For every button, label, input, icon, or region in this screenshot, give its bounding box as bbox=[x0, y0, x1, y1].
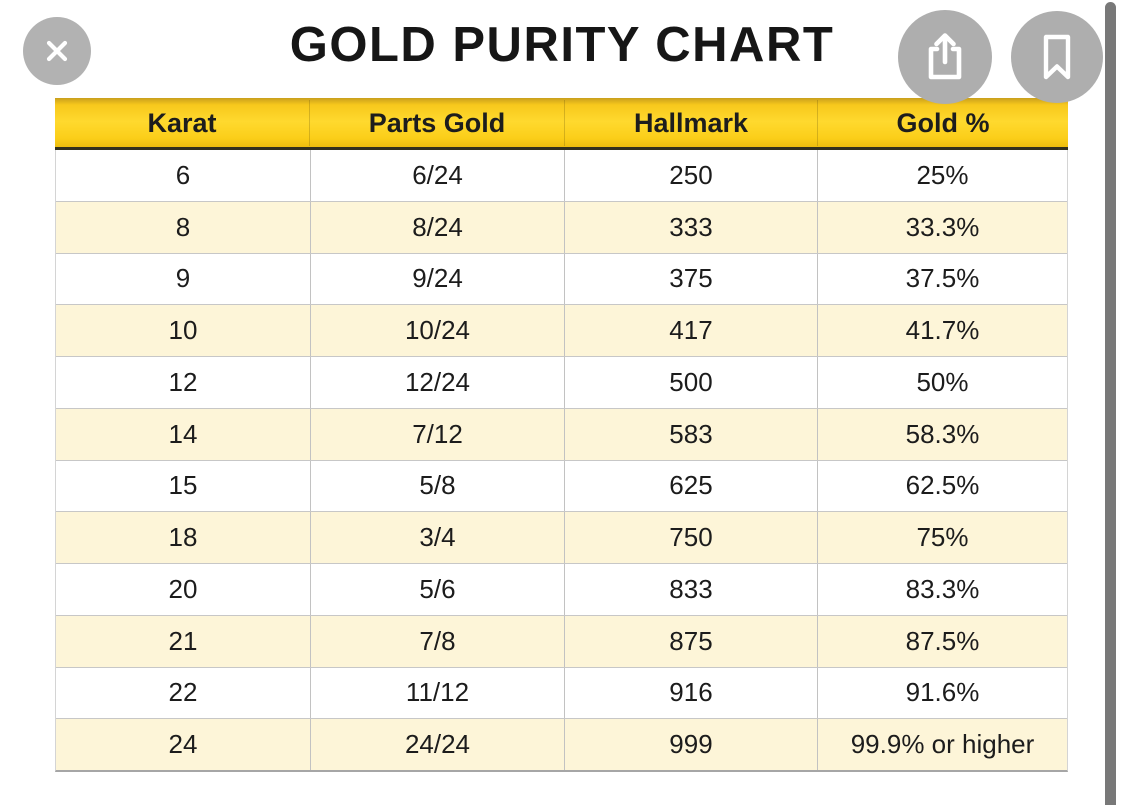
table-cell: 37.5% bbox=[905, 263, 980, 294]
table-cell: 875 bbox=[565, 615, 818, 667]
table-cell: 87.5% bbox=[905, 625, 980, 656]
table-cell: 7/8 bbox=[311, 615, 565, 667]
table-cell: 12/24 bbox=[311, 357, 565, 408]
table-cell: 999 bbox=[565, 719, 818, 770]
table-cell: 15 bbox=[56, 460, 311, 512]
table-cell: 833 bbox=[565, 564, 818, 615]
share-icon bbox=[919, 29, 971, 85]
table-row: 18 3/4 750 75% bbox=[56, 512, 1067, 564]
table-cell: 24 bbox=[56, 719, 311, 770]
table-cell: 7/12 bbox=[311, 408, 565, 460]
table-cell: 50% bbox=[916, 366, 969, 397]
table-cell: 5/8 bbox=[311, 460, 565, 512]
table-cell: 10/24 bbox=[311, 305, 565, 356]
table-cell: 583 bbox=[565, 408, 818, 460]
table-cell: 14 bbox=[56, 408, 311, 460]
table-cell: 91.6% bbox=[905, 677, 980, 708]
column-header-hallmark: Hallmark bbox=[565, 99, 818, 146]
table-row: 14 7/12 583 58.3% bbox=[56, 408, 1067, 461]
table-cell: 500 bbox=[565, 357, 818, 408]
table-cell: 11/12 bbox=[311, 667, 565, 719]
table-cell: 333 bbox=[565, 201, 818, 253]
table-cell: 75% bbox=[916, 522, 969, 553]
column-header-parts-gold: Parts Gold bbox=[310, 99, 565, 146]
table-cell: 9/24 bbox=[311, 253, 565, 305]
table-cell: 3/4 bbox=[311, 512, 565, 563]
table-cell: 417 bbox=[565, 305, 818, 356]
table-cell: 33.3% bbox=[905, 211, 980, 242]
table-cell: 20 bbox=[56, 564, 311, 615]
table-cell: 22 bbox=[56, 667, 311, 719]
table-cell: 6/24 bbox=[311, 150, 565, 201]
table-row: 15 5/8 625 62.5% bbox=[56, 460, 1067, 513]
close-icon bbox=[38, 32, 76, 70]
table-cell: 6 bbox=[56, 150, 311, 201]
table-row: 21 7/8 875 87.5% bbox=[56, 615, 1067, 668]
table-cell: 8 bbox=[56, 201, 311, 253]
table-cell: 24/24 bbox=[311, 719, 565, 770]
table-cell: 62.5% bbox=[905, 470, 980, 501]
table-cell: 12 bbox=[56, 357, 311, 408]
table-body: 6 6/24 250 25% 8 8/24 333 33.3% 9 9/24 375 37.5% 10 1… bbox=[55, 150, 1068, 772]
table-cell: 8/24 bbox=[311, 201, 565, 253]
table-row: 24 24/24 999 99.9% or higher bbox=[56, 719, 1067, 770]
table-row: 12 12/24 500 50% bbox=[56, 357, 1067, 409]
table-cell: 916 bbox=[565, 667, 818, 719]
bookmark-button[interactable] bbox=[1011, 11, 1103, 103]
table-row: 20 5/6 833 83.3% bbox=[56, 564, 1067, 616]
table-cell: 9 bbox=[56, 253, 311, 305]
table-row: 10 10/24 417 41.7% bbox=[56, 305, 1067, 357]
table-row: 9 9/24 375 37.5% bbox=[56, 253, 1067, 306]
table-cell: 625 bbox=[565, 460, 818, 512]
bookmark-icon bbox=[1032, 29, 1082, 85]
table-cell: 250 bbox=[565, 150, 818, 201]
share-button[interactable] bbox=[898, 10, 992, 104]
column-header-gold-pct: Gold % bbox=[896, 107, 990, 138]
table-cell: 99.9% or higher bbox=[850, 729, 1035, 760]
table-cell: 25% bbox=[916, 159, 969, 190]
table-cell: 750 bbox=[565, 512, 818, 563]
table-cell: 10 bbox=[56, 305, 311, 356]
table-cell: 18 bbox=[56, 512, 311, 563]
table-cell: 21 bbox=[56, 615, 311, 667]
scrollbar-thumb[interactable] bbox=[1105, 2, 1116, 805]
table-cell: 58.3% bbox=[905, 418, 980, 449]
table-cell: 5/6 bbox=[311, 564, 565, 615]
column-header-karat: Karat bbox=[55, 99, 310, 146]
close-button[interactable] bbox=[23, 17, 91, 85]
table-row: 8 8/24 333 33.3% bbox=[56, 201, 1067, 254]
table-row: 22 11/12 916 91.6% bbox=[56, 667, 1067, 720]
table-cell: 375 bbox=[565, 253, 818, 305]
table-row: 6 6/24 250 25% bbox=[56, 150, 1067, 202]
table-cell: 83.3% bbox=[905, 573, 980, 604]
gold-purity-table: Karat Parts Gold Hallmark Gold % 6 6/24 25… bbox=[55, 98, 1068, 772]
page-title: GOLD PURITY CHART bbox=[289, 18, 835, 72]
table-header-row: Karat Parts Gold Hallmark Gold % bbox=[55, 98, 1068, 150]
table-cell: 41.7% bbox=[905, 315, 980, 346]
